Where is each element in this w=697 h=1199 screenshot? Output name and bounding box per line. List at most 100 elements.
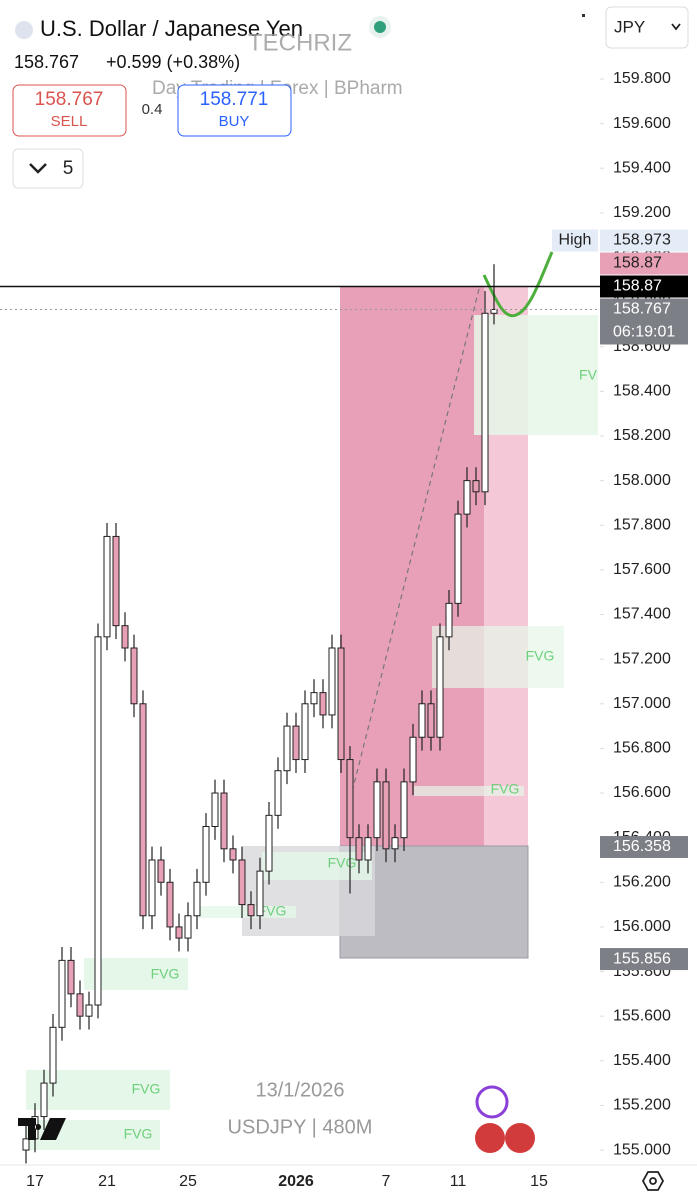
y-tick-label: 157.400 xyxy=(613,606,671,623)
price-label: 158.973 xyxy=(613,232,671,249)
y-tick-label: 155.600 xyxy=(613,1007,671,1024)
status-dot xyxy=(374,21,386,33)
candle-body xyxy=(382,781,390,850)
candle-body xyxy=(490,308,498,314)
collapse-button[interactable] xyxy=(12,148,84,189)
candle-body xyxy=(238,859,246,906)
y-tick-label: 156.000 xyxy=(613,918,671,935)
price-label: 155.856 xyxy=(613,950,671,967)
candle-body xyxy=(346,759,354,839)
y-tick-label: 155.000 xyxy=(613,1141,671,1158)
dropdown-icon xyxy=(671,23,681,31)
y-tick-label: 156.800 xyxy=(613,740,671,757)
buy-price: 158.771 xyxy=(200,89,269,110)
fvg-label: FVG xyxy=(151,966,180,982)
candle-body xyxy=(436,636,444,738)
drawings: FV FVG FVG FVG FVG FVG FVG FVG xyxy=(26,251,598,1150)
fvg-label: FVG xyxy=(258,903,287,919)
change: +0.599 (+0.38%) xyxy=(106,52,240,72)
fvg-box xyxy=(474,315,598,435)
candle-body xyxy=(391,837,399,850)
y-tick-label: 156.600 xyxy=(613,784,671,801)
candle-body xyxy=(184,915,192,939)
candle-body xyxy=(364,837,372,861)
candle-body xyxy=(22,1138,30,1151)
candle-body xyxy=(472,480,480,493)
buy-label: BUY xyxy=(219,113,250,130)
fvg-label: FVG xyxy=(491,781,520,797)
avatar xyxy=(475,1123,505,1153)
candle-body xyxy=(76,993,84,1017)
candle-body xyxy=(175,926,183,939)
currency: JPY xyxy=(614,17,645,36)
y-tick-label: 159.600 xyxy=(613,115,671,132)
candle-body xyxy=(256,870,264,917)
candle-body xyxy=(418,703,426,738)
price-label-box xyxy=(600,252,688,275)
candle-body xyxy=(301,703,309,761)
tag-box xyxy=(552,229,598,252)
candle-body xyxy=(319,692,327,716)
candle-body xyxy=(427,703,435,738)
x-tick-label: 2026 xyxy=(278,1173,314,1190)
x-tick-label: 15 xyxy=(530,1173,548,1190)
candle-body xyxy=(337,647,345,761)
symbol-title: U.S. Dollar / Japanese Yen xyxy=(40,16,303,41)
candle-body xyxy=(265,814,273,872)
price-axis xyxy=(600,0,697,1165)
price-label-box xyxy=(600,948,688,971)
x-tick-label: 7 xyxy=(382,1173,391,1190)
candle-body xyxy=(445,602,453,638)
sell-label: SELL xyxy=(51,113,88,130)
chevron-icon xyxy=(29,163,47,174)
sell-button[interactable] xyxy=(12,84,127,137)
candle-body xyxy=(166,881,174,928)
dot xyxy=(582,14,585,17)
y-tick-label: 157.000 xyxy=(613,695,671,712)
flag-icon xyxy=(15,21,33,39)
fvg-label: FVG xyxy=(124,1126,153,1142)
candle-body xyxy=(40,1082,48,1118)
app-icon xyxy=(475,1085,509,1119)
candle-body xyxy=(463,480,471,515)
candle-body xyxy=(247,904,255,917)
candle-body xyxy=(310,692,318,705)
interval-note: USDJPY | 480M xyxy=(228,1116,373,1138)
candle-body xyxy=(283,725,291,772)
count: 5 xyxy=(63,158,74,179)
y-tick-label: 157.200 xyxy=(613,650,671,667)
tv-logo xyxy=(18,1118,66,1140)
candle-body xyxy=(49,1026,57,1084)
y-tick-label: 155.200 xyxy=(613,1097,671,1114)
candle-body xyxy=(148,859,156,917)
axis: 155.000155.200155.400155.600155.800156.0… xyxy=(552,70,688,1158)
candle-body xyxy=(211,792,219,828)
y-tick-label: 155.400 xyxy=(613,1052,671,1069)
candle-body xyxy=(292,725,300,761)
spread: 0.4 xyxy=(142,101,163,118)
fvg-label: FV xyxy=(579,367,598,383)
trend-line xyxy=(349,284,481,801)
fvg-box xyxy=(262,852,372,880)
fvg-label: FVG xyxy=(526,648,555,664)
y-tick-label: 157.600 xyxy=(613,561,671,578)
fvg-box xyxy=(432,626,564,688)
buy-button[interactable] xyxy=(177,84,292,137)
candle-body xyxy=(220,792,228,850)
y-tick-label: 158.400 xyxy=(613,383,671,400)
y-tick-label: 159.400 xyxy=(613,159,671,176)
y-tick-label: 156.200 xyxy=(613,874,671,891)
candle-body xyxy=(409,736,417,783)
price-label-box xyxy=(600,275,688,298)
settings-icon[interactable] xyxy=(641,1171,665,1191)
candle-body xyxy=(373,781,381,839)
x-tick-label: 11 xyxy=(450,1173,467,1190)
candle-body xyxy=(274,770,282,816)
candle-body xyxy=(202,826,210,883)
price-label: 156.358 xyxy=(613,838,671,855)
candle-body xyxy=(103,535,111,638)
x-tick-label: 25 xyxy=(179,1173,197,1190)
candle-body xyxy=(157,859,165,883)
currency-select[interactable] xyxy=(605,6,689,49)
